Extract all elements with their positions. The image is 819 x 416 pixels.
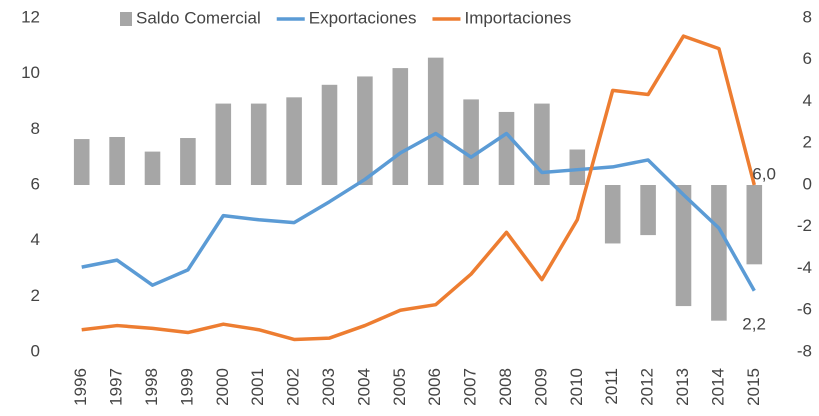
y2-tick-label: -8: [797, 341, 812, 360]
x-tick-label: 1996: [71, 368, 90, 406]
legend-label: Exportaciones: [309, 8, 417, 27]
legend-swatch: [120, 12, 132, 26]
x-tick-label: 2008: [496, 368, 515, 406]
bar: [144, 151, 161, 185]
x-tick-label: 2013: [673, 368, 692, 406]
y-tick-label: 2: [31, 286, 40, 305]
bar: [711, 185, 727, 321]
x-tick-label: 2001: [248, 368, 267, 406]
bar: [534, 103, 550, 185]
x-tick-label: 2014: [708, 368, 727, 406]
data-label: 2,2: [742, 314, 766, 333]
x-tick-label: 1997: [107, 368, 126, 406]
bar: [357, 76, 373, 185]
x-tick-label: 2015: [744, 368, 763, 406]
x-tick-label: 2009: [531, 368, 550, 406]
line: [81, 131, 756, 292]
y2-tick-label: 6: [803, 49, 812, 68]
y-tick-label: 6: [31, 174, 40, 193]
y-tick-label: 12: [21, 7, 40, 26]
bar: [392, 68, 409, 185]
bar: [73, 139, 90, 185]
x-tick-label: 2005: [390, 368, 409, 406]
y-tick-label: 0: [31, 341, 40, 360]
bar: [746, 185, 763, 265]
bar: [215, 103, 232, 185]
bar: [286, 97, 302, 185]
x-tick-label: 2003: [319, 368, 338, 406]
bar: [498, 111, 515, 185]
y2-tick-label: -4: [797, 258, 812, 277]
bar: [109, 136, 125, 185]
y2-tick-label: 8: [803, 7, 812, 26]
bar: [569, 149, 586, 185]
x-tick-label: 1999: [177, 368, 196, 406]
x-tick-label: 2007: [461, 368, 480, 406]
y2-tick-label: -6: [797, 300, 812, 319]
x-tick-label: 2000: [213, 368, 232, 406]
bar: [640, 185, 656, 236]
x-tick-label: 2011: [602, 368, 621, 405]
y2-tick-label: 0: [803, 174, 812, 193]
bar: [463, 99, 479, 185]
y2-tick-label: -2: [797, 216, 812, 235]
x-tick-label: 2012: [638, 368, 657, 406]
bar: [321, 84, 338, 185]
y-tick-label: 4: [31, 230, 40, 249]
y2-tick-label: 2: [803, 133, 812, 152]
data-label: 6,0: [752, 164, 776, 183]
y-tick-label: 10: [21, 63, 40, 82]
x-tick-label: 2006: [425, 368, 444, 406]
y-tick-label: 8: [31, 119, 40, 138]
bar: [250, 103, 267, 185]
x-tick-label: 2002: [284, 368, 303, 406]
bar: [675, 185, 692, 307]
legend-label: Importaciones: [464, 8, 571, 27]
x-tick-label: 1998: [142, 368, 161, 406]
line: [81, 34, 756, 342]
y2-tick-label: 4: [803, 91, 812, 110]
bar: [604, 185, 621, 244]
legend-label: Saldo Comercial: [136, 8, 261, 27]
x-tick-label: 2010: [567, 368, 586, 406]
bar: [180, 138, 196, 185]
bar: [427, 57, 444, 185]
x-tick-label: 2004: [354, 368, 373, 406]
